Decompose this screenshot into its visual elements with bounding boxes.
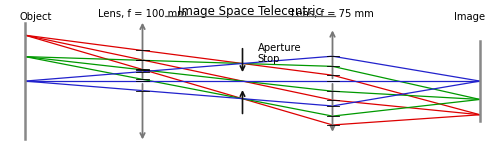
Text: Image Space Telecentric: Image Space Telecentric — [178, 5, 322, 18]
Text: Lens, f = 100 mm: Lens, f = 100 mm — [98, 9, 187, 19]
Text: Aperture
Stop: Aperture Stop — [258, 43, 301, 64]
Text: Image: Image — [454, 12, 485, 22]
Text: Lens, f = 75 mm: Lens, f = 75 mm — [291, 9, 374, 19]
Text: Object: Object — [20, 12, 52, 22]
